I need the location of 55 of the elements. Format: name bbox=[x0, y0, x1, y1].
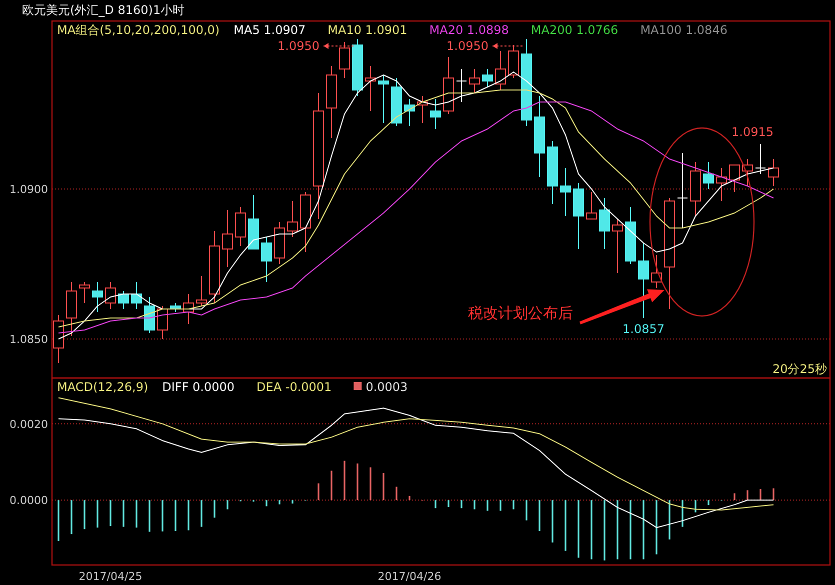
candlestick bbox=[287, 200, 298, 238]
candlestick bbox=[430, 98, 441, 130]
legend: MA100 1.0846 bbox=[640, 23, 728, 37]
annotation: 1.0857 bbox=[622, 322, 664, 336]
candlestick bbox=[339, 42, 350, 78]
legend-title: MACD(12,26,9) bbox=[57, 380, 148, 394]
candlestick bbox=[560, 168, 571, 216]
y-tick-label: 1.0850 bbox=[10, 333, 48, 346]
candlestick bbox=[638, 242, 649, 318]
legend: DIFF 0.0000 bbox=[162, 380, 235, 394]
y-tick-label: 0.0020 bbox=[10, 418, 48, 431]
legend-title: MA组合(5,10,20,200,100,0) bbox=[57, 23, 220, 37]
candlestick bbox=[703, 162, 714, 190]
candlestick bbox=[196, 276, 207, 306]
chart-title: 欧元美元(外汇_D 8160)1小时 bbox=[22, 3, 185, 17]
annotation: 税改计划公布后 bbox=[468, 304, 573, 322]
legend: DEA -0.0001 bbox=[256, 380, 332, 394]
legend: MA5 1.0907 bbox=[234, 23, 306, 37]
candlestick bbox=[105, 282, 116, 310]
x-tick-label: 2017/04/25 bbox=[78, 570, 142, 583]
candlestick bbox=[677, 152, 688, 228]
candlestick bbox=[482, 68, 493, 88]
candlestick bbox=[599, 198, 610, 250]
annotation: 1.0950 bbox=[446, 39, 488, 53]
candlestick bbox=[456, 68, 467, 102]
candlestick bbox=[508, 44, 519, 78]
candlestick bbox=[768, 158, 779, 186]
legend: MA20 1.0898 bbox=[429, 23, 509, 37]
candlestick bbox=[118, 290, 129, 310]
candlestick bbox=[92, 282, 103, 312]
legend: MA10 1.0901 bbox=[328, 23, 408, 37]
x-tick-label: 2017/04/26 bbox=[378, 570, 442, 583]
candlestick bbox=[144, 296, 155, 334]
candlestick bbox=[651, 254, 662, 288]
candlestick bbox=[495, 50, 506, 90]
candlestick bbox=[469, 68, 480, 94]
annotation: 20分25秒 bbox=[772, 362, 827, 376]
candlestick bbox=[378, 74, 389, 124]
candlestick bbox=[729, 164, 740, 192]
candlestick bbox=[131, 282, 142, 310]
candlestick bbox=[222, 210, 233, 268]
annotation: 1.0915 bbox=[732, 125, 774, 139]
candlestick bbox=[716, 168, 727, 202]
y-tick-label: 1.0900 bbox=[10, 183, 48, 196]
candlestick bbox=[612, 218, 623, 274]
annotation: 1.0950 bbox=[278, 39, 320, 53]
candlestick bbox=[157, 306, 168, 340]
candlestick bbox=[586, 192, 597, 220]
legend: MA200 1.0766 bbox=[530, 23, 618, 37]
candlestick bbox=[261, 236, 272, 282]
y-tick-label: 0.0000 bbox=[10, 494, 48, 508]
legend: 0.0003 bbox=[366, 380, 408, 394]
candlestick bbox=[235, 206, 246, 246]
candlestick bbox=[79, 282, 90, 304]
candlestick bbox=[755, 144, 766, 174]
